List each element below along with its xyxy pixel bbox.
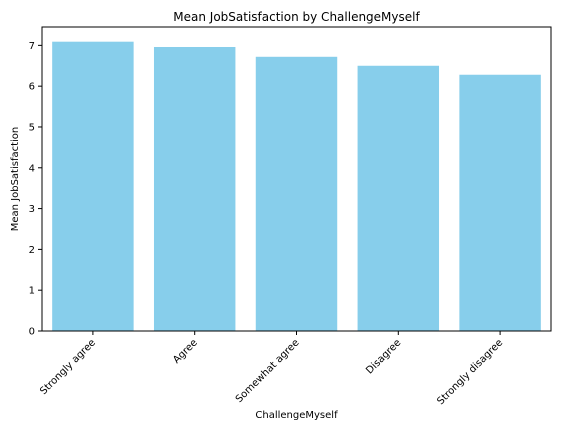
y-tick-label-3: 3 xyxy=(29,204,35,215)
bar-4 xyxy=(459,74,541,331)
y-tick-label-2: 2 xyxy=(29,245,35,256)
x-tick-label-1: Agree xyxy=(171,337,200,366)
y-tick-label-6: 6 xyxy=(29,82,35,93)
plot-frame xyxy=(41,26,552,332)
y-tick-label-4: 4 xyxy=(29,163,35,174)
y-axis: 0 1 2 3 4 5 6 7 xyxy=(29,41,42,338)
y-axis-label: Mean JobSatisfaction xyxy=(10,127,21,232)
bar-1 xyxy=(153,46,236,331)
chart-title: Mean JobSatisfaction by ChallengeMyself xyxy=(173,10,420,24)
x-tick-label-3: Disagree xyxy=(364,337,403,376)
x-axis: Strongly agree Agree Somewhat agree Disagre… xyxy=(38,331,505,407)
bar-3 xyxy=(357,65,440,331)
y-tick-label-1: 1 xyxy=(29,286,35,297)
bar-2 xyxy=(255,56,338,332)
bar-0 xyxy=(52,41,134,331)
x-axis-label: ChallengeMyself xyxy=(255,410,338,421)
y-tick-label-5: 5 xyxy=(29,122,35,133)
x-tick-label-0: Strongly agree xyxy=(38,337,98,397)
x-tick-label-2: Somewhat agree xyxy=(234,337,302,405)
x-tick-label-4: Strongly disagree xyxy=(435,337,505,407)
y-tick-label-0: 0 xyxy=(29,327,35,338)
y-tick-label-7: 7 xyxy=(29,41,35,52)
bars-group xyxy=(52,41,541,332)
